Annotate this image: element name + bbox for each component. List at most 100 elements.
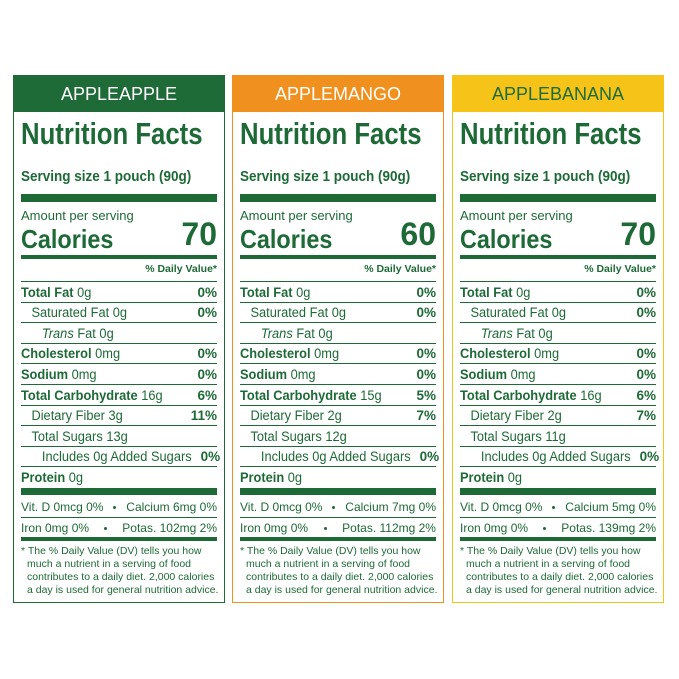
- nutrient: Trans Fat 0g: [240, 326, 333, 341]
- nutrient: Total Fat 0g: [460, 285, 530, 300]
- nutrient-amount: 0g: [112, 305, 128, 321]
- nutrient-name: Dietary Fiber: [250, 408, 324, 424]
- vitamin-right: Potas. 102mg 2%: [122, 521, 217, 535]
- serving-size: Serving size 1 pouch (90g): [21, 168, 192, 185]
- daily-value: 0%: [639, 449, 660, 465]
- nutrient-row: Total Carbohydrate 15g 5%: [240, 384, 436, 405]
- serving-size: Serving size 1 pouch (90g): [460, 168, 631, 185]
- daily-value: 0%: [636, 284, 656, 300]
- medium-bar: [21, 255, 217, 259]
- nutrient-amount: 0g: [507, 469, 523, 485]
- nutrient-amount: 0g: [538, 325, 553, 341]
- vitamin-row: Iron 0mg 0% Potas. 139mg 2%: [460, 517, 656, 538]
- nutrient-amount: 16g: [141, 387, 163, 403]
- nutrient-italic: Trans: [480, 325, 513, 341]
- nutrient-amount: 0mg: [314, 346, 340, 362]
- daily-value: 0%: [636, 305, 656, 321]
- nutrient: Sodium 0mg: [460, 367, 536, 382]
- vitamin-row: Vit. D 0mcg 0% Calcium 6mg 0%: [21, 497, 217, 517]
- nutrient-name: Includes 0g Added Sugars: [260, 449, 411, 465]
- nutrient-amount: 2g: [327, 408, 342, 424]
- footnote-line: * The % Daily Value (DV) tells you how: [460, 545, 641, 557]
- nutrient-name: Total Sugars: [31, 428, 103, 444]
- footnote-line: contributes to a daily diet. 2,000 calor…: [466, 571, 654, 583]
- nutrient: Total Fat 0g: [240, 285, 310, 300]
- footnote-line: a day is used for general nutrition advi…: [466, 584, 658, 596]
- daily-value: 0%: [197, 284, 217, 300]
- nutrient: Saturated Fat 0g: [21, 305, 127, 320]
- footnote-line: much a nutrient in a serving of food: [246, 558, 411, 570]
- nutrient: Trans Fat 0g: [21, 326, 114, 341]
- nutrient: Total Carbohydrate 16g: [21, 388, 163, 403]
- nutrient-name: Sodium: [21, 366, 69, 382]
- nutrient-amount: 0g: [551, 305, 567, 321]
- nutrient-amount: 2g: [547, 408, 562, 424]
- daily-value: 0%: [416, 305, 436, 321]
- nutrient-row: Total Fat 0g 0%: [240, 281, 436, 302]
- nutrient-name: Cholesterol: [240, 346, 311, 362]
- nutrient: Total Carbohydrate 16g: [460, 388, 602, 403]
- daily-value: 0%: [419, 449, 440, 465]
- nutrient-italic: Trans: [260, 325, 293, 341]
- daily-value: 0%: [197, 366, 217, 382]
- nutrient-name: Total Carbohydrate: [240, 387, 357, 403]
- vitamin-row: Iron 0mg 0% Potas. 102mg 2%: [21, 517, 217, 538]
- vitamin-right: Calcium 7mg 0%: [345, 500, 436, 514]
- nutrient: Cholesterol 0mg: [240, 346, 339, 361]
- dv-header: % Daily Value*: [364, 263, 436, 275]
- thick-bar: [460, 194, 656, 202]
- footnote-line: contributes to a daily diet. 2,000 calor…: [246, 571, 434, 583]
- medium-bar: [460, 255, 656, 259]
- calories-value: 70: [181, 216, 217, 252]
- nutrient-name: Includes 0g Added Sugars: [41, 449, 192, 465]
- nutrient-name: Cholesterol: [21, 346, 92, 362]
- nutrient-name: Total Sugars: [250, 428, 322, 444]
- nutrient-amount: 11g: [545, 428, 566, 444]
- footnote-line: * The % Daily Value (DV) tells you how: [240, 545, 421, 557]
- label-title: Nutrition Facts: [460, 116, 642, 151]
- nutrient-row: Includes 0g Added Sugars 0%: [21, 445, 220, 467]
- nutrient-row: Total Sugars 13g: [21, 425, 217, 446]
- nutrient: Dietary Fiber 2g: [240, 408, 342, 424]
- nutrient: Includes 0g Added Sugars: [240, 449, 411, 464]
- nutrient-name: Fat: [516, 325, 535, 341]
- bullet: [552, 505, 556, 509]
- nutrient: Includes 0g Added Sugars: [460, 449, 631, 464]
- flavor-header: APPLEBANANA: [453, 76, 663, 112]
- footnote-line: contributes to a daily diet. 2,000 calor…: [27, 571, 215, 583]
- daily-value: 6%: [197, 387, 217, 403]
- nutrient-amount: 0g: [331, 305, 347, 321]
- amount-per-serving: Amount per serving: [240, 208, 353, 223]
- nutrient-name: Sodium: [240, 366, 288, 382]
- nutrient: Total Sugars 13g: [21, 428, 127, 444]
- nutrient-amount: 0g: [99, 325, 114, 341]
- nutrient-amount: 0g: [68, 469, 84, 485]
- nutrient-name: Total Sugars: [470, 428, 542, 444]
- nutrient-name: Total Carbohydrate: [21, 387, 138, 403]
- vitamin-right: Potas. 112mg 2%: [342, 521, 436, 535]
- thick-bar: [240, 194, 436, 202]
- nutrient: Sodium 0mg: [21, 367, 97, 382]
- nutrient-row: Total Carbohydrate 16g 6%: [460, 384, 656, 405]
- nutrient: Total Fat 0g: [21, 285, 91, 300]
- daily-value: 11%: [190, 408, 217, 424]
- nutrient: Includes 0g Added Sugars: [21, 449, 192, 464]
- amount-per-serving: Amount per serving: [460, 208, 573, 223]
- calories-value: 70: [620, 216, 656, 252]
- nutrient-name: Saturated Fat: [31, 305, 110, 321]
- nutrient-name: Fat: [77, 325, 96, 341]
- nutrient-row: Sodium 0mg 0%: [240, 363, 436, 384]
- nutrient-row: Trans Fat 0g: [21, 322, 217, 343]
- nutrient-row: Includes 0g Added Sugars 0%: [240, 445, 439, 467]
- nutrient: Total Sugars 11g: [460, 428, 566, 444]
- nutrient-amount: 0mg: [534, 346, 560, 362]
- nutrient-row: Sodium 0mg 0%: [460, 363, 656, 384]
- flavor-header: APPLEAPPLE: [14, 76, 224, 112]
- nutrient-row: Trans Fat 0g: [240, 322, 436, 343]
- nutrient-amount: 0mg: [510, 366, 536, 382]
- nutrient-row: Total Fat 0g 0%: [21, 281, 217, 302]
- nutrient-row: Trans Fat 0g: [460, 322, 656, 343]
- nutrient-italic: Trans: [41, 325, 74, 341]
- nutrient-row: Cholesterol 0mg 0%: [240, 342, 436, 364]
- nutrient-name: Saturated Fat: [250, 305, 329, 321]
